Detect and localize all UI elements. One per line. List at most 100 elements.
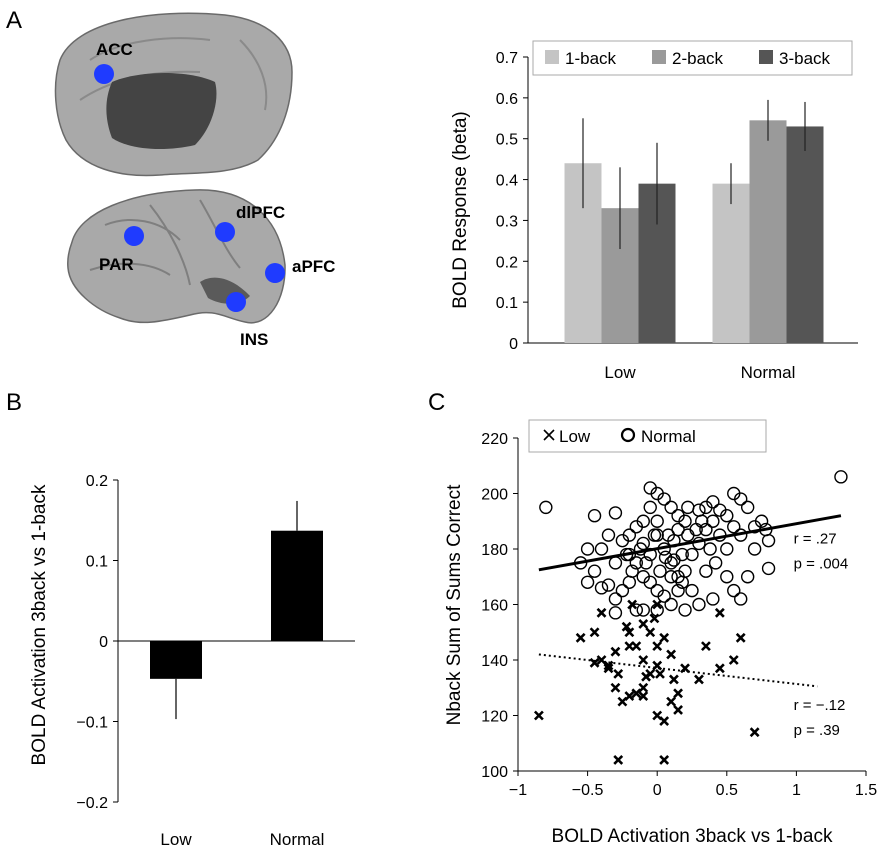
chart-c-point-normal [708,556,723,570]
chart-c-point-normal [647,528,662,542]
chart-c-point-normal [643,481,657,495]
chart-a-y-tick-label: 0.1 [496,295,518,312]
chart-c-point-normal [671,522,685,537]
chart-c-point-normal [643,500,657,515]
chart-a-bold-response: 0 0.1 0.2 0.3 0.4 0.5 0.6 0.7 Low Normal 1-back 2-b… [450,40,858,382]
chart-c-point-low [589,657,600,668]
panel-letter-a: A [6,7,22,34]
chart-c-point-normal [706,592,720,606]
chart-c-point-low [749,727,760,738]
panel-letter-c: C [428,389,445,416]
chart-c-x-tick-label: 1.5 [855,782,877,799]
roi-ins-marker [226,292,246,312]
chart-c-point-low [659,632,670,643]
chart-c-fit-line-normal [538,514,842,572]
chart-c-point-normal [650,603,664,617]
chart-c-point-low [613,668,624,679]
chart-c-point-normal [699,564,713,578]
chart-c-point-low [659,716,670,726]
chart-c-point-normal [608,506,623,520]
chart-c-point-normal [657,492,671,506]
chart-b-y-tick-label: 0 [99,634,108,651]
chart-c-point-normal [671,509,685,523]
chart-c-point-low [631,688,642,699]
chart-c-point-low [666,649,677,660]
chart-c-point-low [589,627,600,638]
chart-c-point-normal [622,575,637,589]
chart-c-y-tick-label: 100 [481,764,508,781]
chart-c-point-normal [664,570,678,584]
chart-c-point-normal [761,561,776,576]
chart-b-bar [150,641,202,679]
chart-c-point-normal [615,533,630,548]
chart-c-point-low [610,646,621,657]
chart-a-category-label: Low [604,363,636,382]
chart-c-point-normal [699,522,713,537]
chart-c-point-normal [587,509,602,523]
chart-c-annotation: r = .27 [794,530,837,547]
chart-c-point-normal [727,583,741,598]
chart-b-bold-activation: −0.2 −0.1 0 0.1 0.2 Low Normal BOLD Activation … [29,473,355,849]
chart-c-y-tick-label: 160 [481,598,508,615]
chart-c-point-low [666,696,677,707]
chart-c-point-normal [629,520,644,534]
chart-c-point-low [728,655,739,665]
chart-a-category-label: Normal [741,363,796,382]
chart-c-y-tick-label: 120 [481,709,508,726]
chart-c-fit-line-low [538,653,818,688]
chart-c-point-normal [629,556,644,570]
roi-apfc-marker [265,263,285,283]
chart-c-annotation: r = −.12 [794,697,846,714]
chart-c-point-normal [747,542,762,556]
chart-c-point-normal [650,514,664,528]
brain-medial-illustration: ACC [54,12,293,177]
chart-c-point-normal [636,603,650,617]
brain-lateral-illustration: dlPFC PAR aPFC INS [67,189,335,349]
chart-a-legend-label: 1-back [565,49,617,68]
chart-c-point-low [638,619,649,629]
chart-c-point-normal [671,583,685,598]
chart-a-legend: 1-back 2-back 3-back [532,40,853,76]
chart-c-point-low [603,663,614,674]
chart-c-point-normal [608,606,623,620]
chart-c-point-low [714,663,725,674]
chart-c-point-normal [720,509,734,523]
chart-c-point-normal [685,547,699,562]
chart-c-legend-label-low: Low [559,427,591,446]
chart-c-legend: Low Normal [528,419,767,453]
chart-c-point-low [659,754,670,765]
chart-c-point-low [575,632,586,643]
chart-c-point-normal [703,542,717,556]
chart-c-point-normal [692,503,706,517]
chart-c-y-tick-label: 220 [481,431,508,448]
chart-a-legend-label: 2-back [672,49,724,68]
chart-c-point-normal [727,520,741,534]
brain-lateral-sulci [89,199,241,286]
chart-c-point-normal [587,564,602,578]
chart-c-x-tick-label: −0.5 [572,782,604,799]
chart-c-point-low [627,599,638,610]
chart-c-annotation: p = .39 [794,722,840,739]
chart-b-y-tick-label: −0.1 [76,715,108,732]
chart-c-point-normal [834,470,848,484]
panel-letter-b: B [6,389,22,416]
chart-c-point-low [596,607,607,618]
chart-c-point-normal [747,520,762,534]
chart-c-point-normal [633,542,648,556]
chart-c-point-normal [639,556,653,570]
chart-c-legend-box [528,419,767,453]
chart-c-point-normal [643,575,657,589]
chart-c-point-normal [685,583,699,598]
chart-b-bar [271,530,323,641]
brain-label-ins: INS [240,330,268,349]
chart-c-point-normal [650,528,664,542]
chart-b-y-tick-label: −0.2 [76,795,108,812]
chart-c-legend-label-normal: Normal [641,427,696,446]
chart-c-point-normal [720,570,734,584]
chart-c-legend-marker-low [543,429,555,441]
chart-c-y-tick-label: 140 [481,653,508,670]
chart-c-point-normal [539,500,553,515]
chart-a-y-tick-label: 0 [509,336,518,353]
chart-c-x-axis-label: BOLD Activation 3back vs 1-back [552,826,833,847]
chart-c-point-normal [653,564,667,578]
